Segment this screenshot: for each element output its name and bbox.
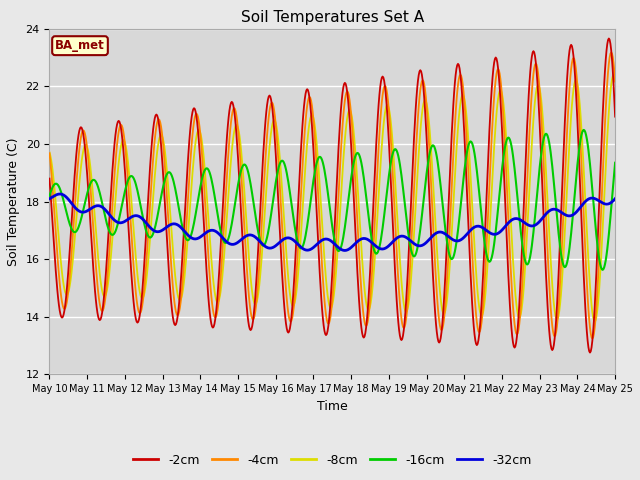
Legend: -2cm, -4cm, -8cm, -16cm, -32cm: -2cm, -4cm, -8cm, -16cm, -32cm bbox=[128, 449, 536, 472]
Y-axis label: Soil Temperature (C): Soil Temperature (C) bbox=[7, 137, 20, 266]
Text: BA_met: BA_met bbox=[55, 39, 105, 52]
X-axis label: Time: Time bbox=[317, 400, 348, 413]
Title: Soil Temperatures Set A: Soil Temperatures Set A bbox=[241, 10, 424, 25]
